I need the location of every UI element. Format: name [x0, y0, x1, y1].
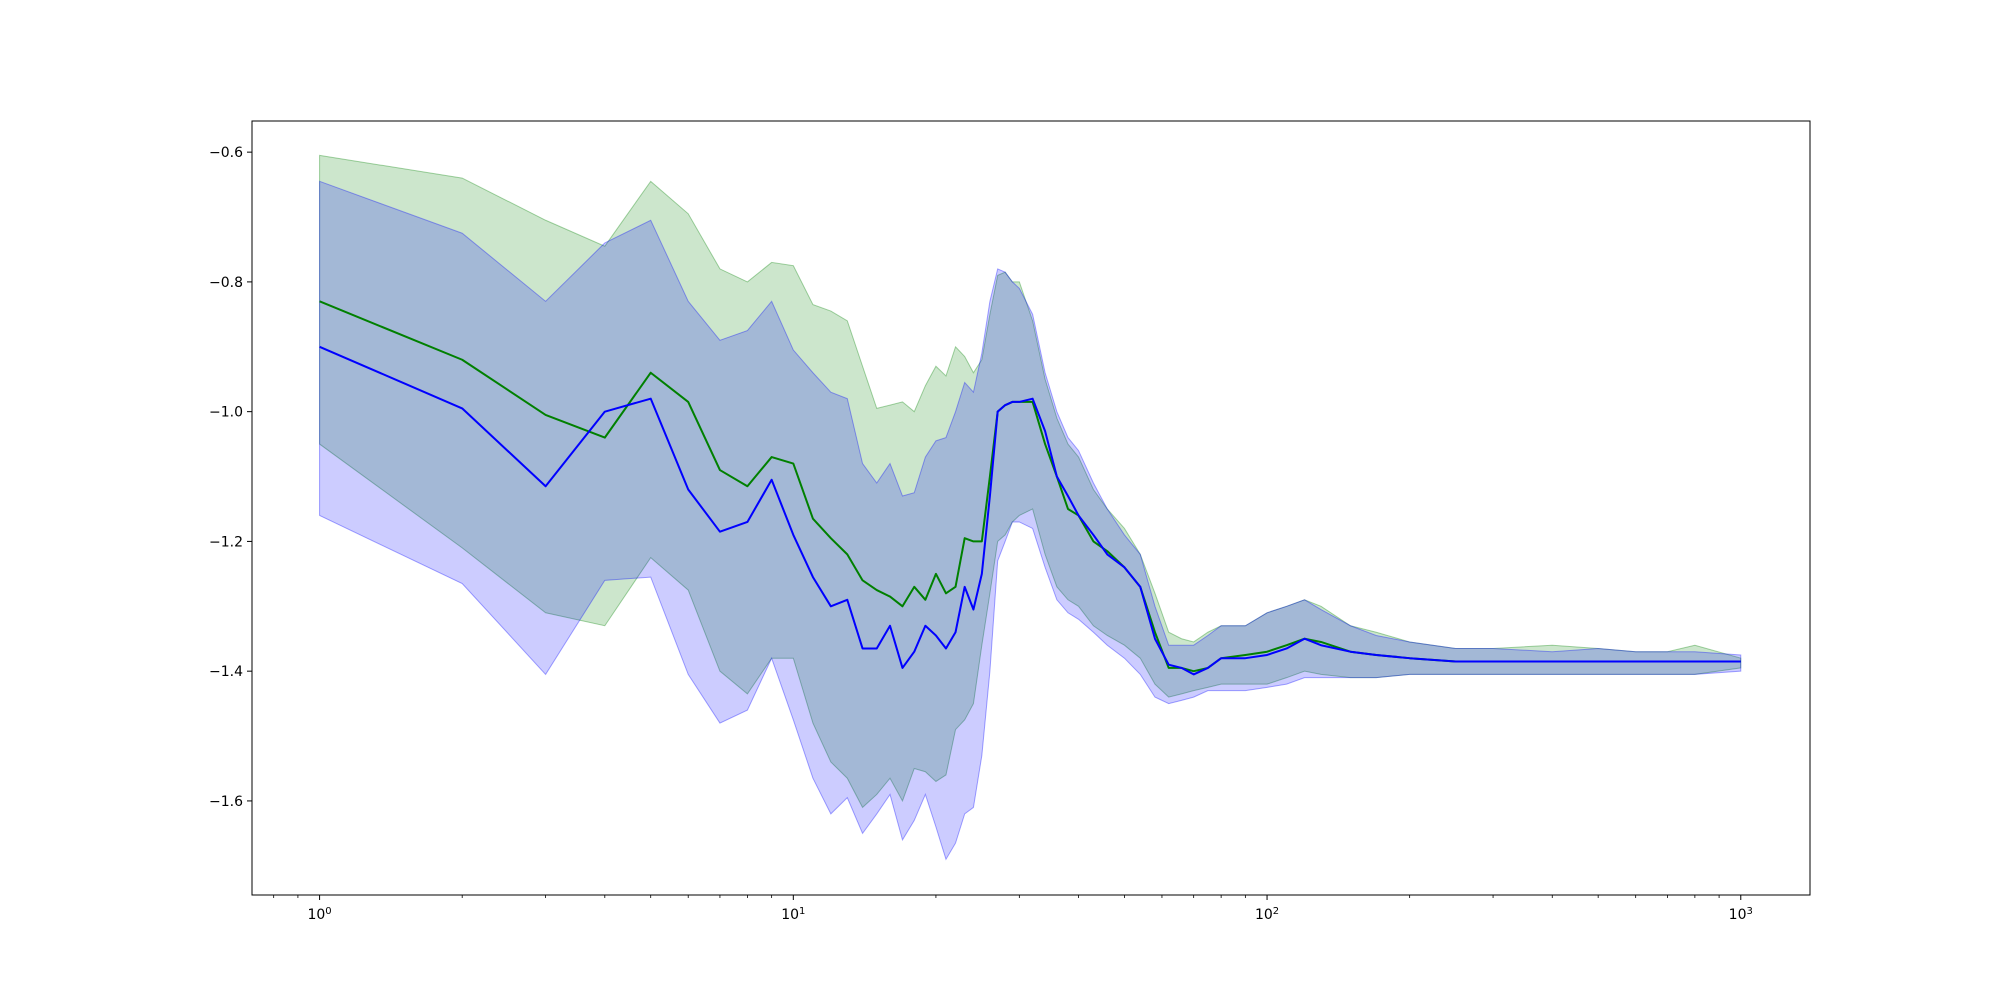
series-1-band	[319, 180, 1742, 861]
y-tick-label-4: −1.4	[209, 664, 243, 680]
x-tick-label-3: 103	[1729, 906, 1753, 924]
x-tick-label-0: 100	[307, 906, 331, 924]
y-tick-label-2: −1.0	[209, 405, 243, 421]
x-tick-label-2: 102	[1255, 906, 1279, 924]
y-axis: −0.6 −0.8 −1.0 −1.2 −1.4 −1.6	[209, 145, 252, 810]
plot-area	[319, 154, 1742, 861]
y-tick-label-1: −0.8	[209, 275, 243, 291]
series-1-line	[319, 345, 1741, 676]
y-tick-label-5: −1.6	[209, 794, 243, 810]
x-tick-label-1: 101	[781, 906, 805, 924]
y-tick-label-3: −1.2	[209, 534, 243, 550]
y-tick-label-0: −0.6	[209, 145, 243, 161]
axes-frame	[251, 120, 1811, 896]
series-0-band	[319, 154, 1742, 809]
